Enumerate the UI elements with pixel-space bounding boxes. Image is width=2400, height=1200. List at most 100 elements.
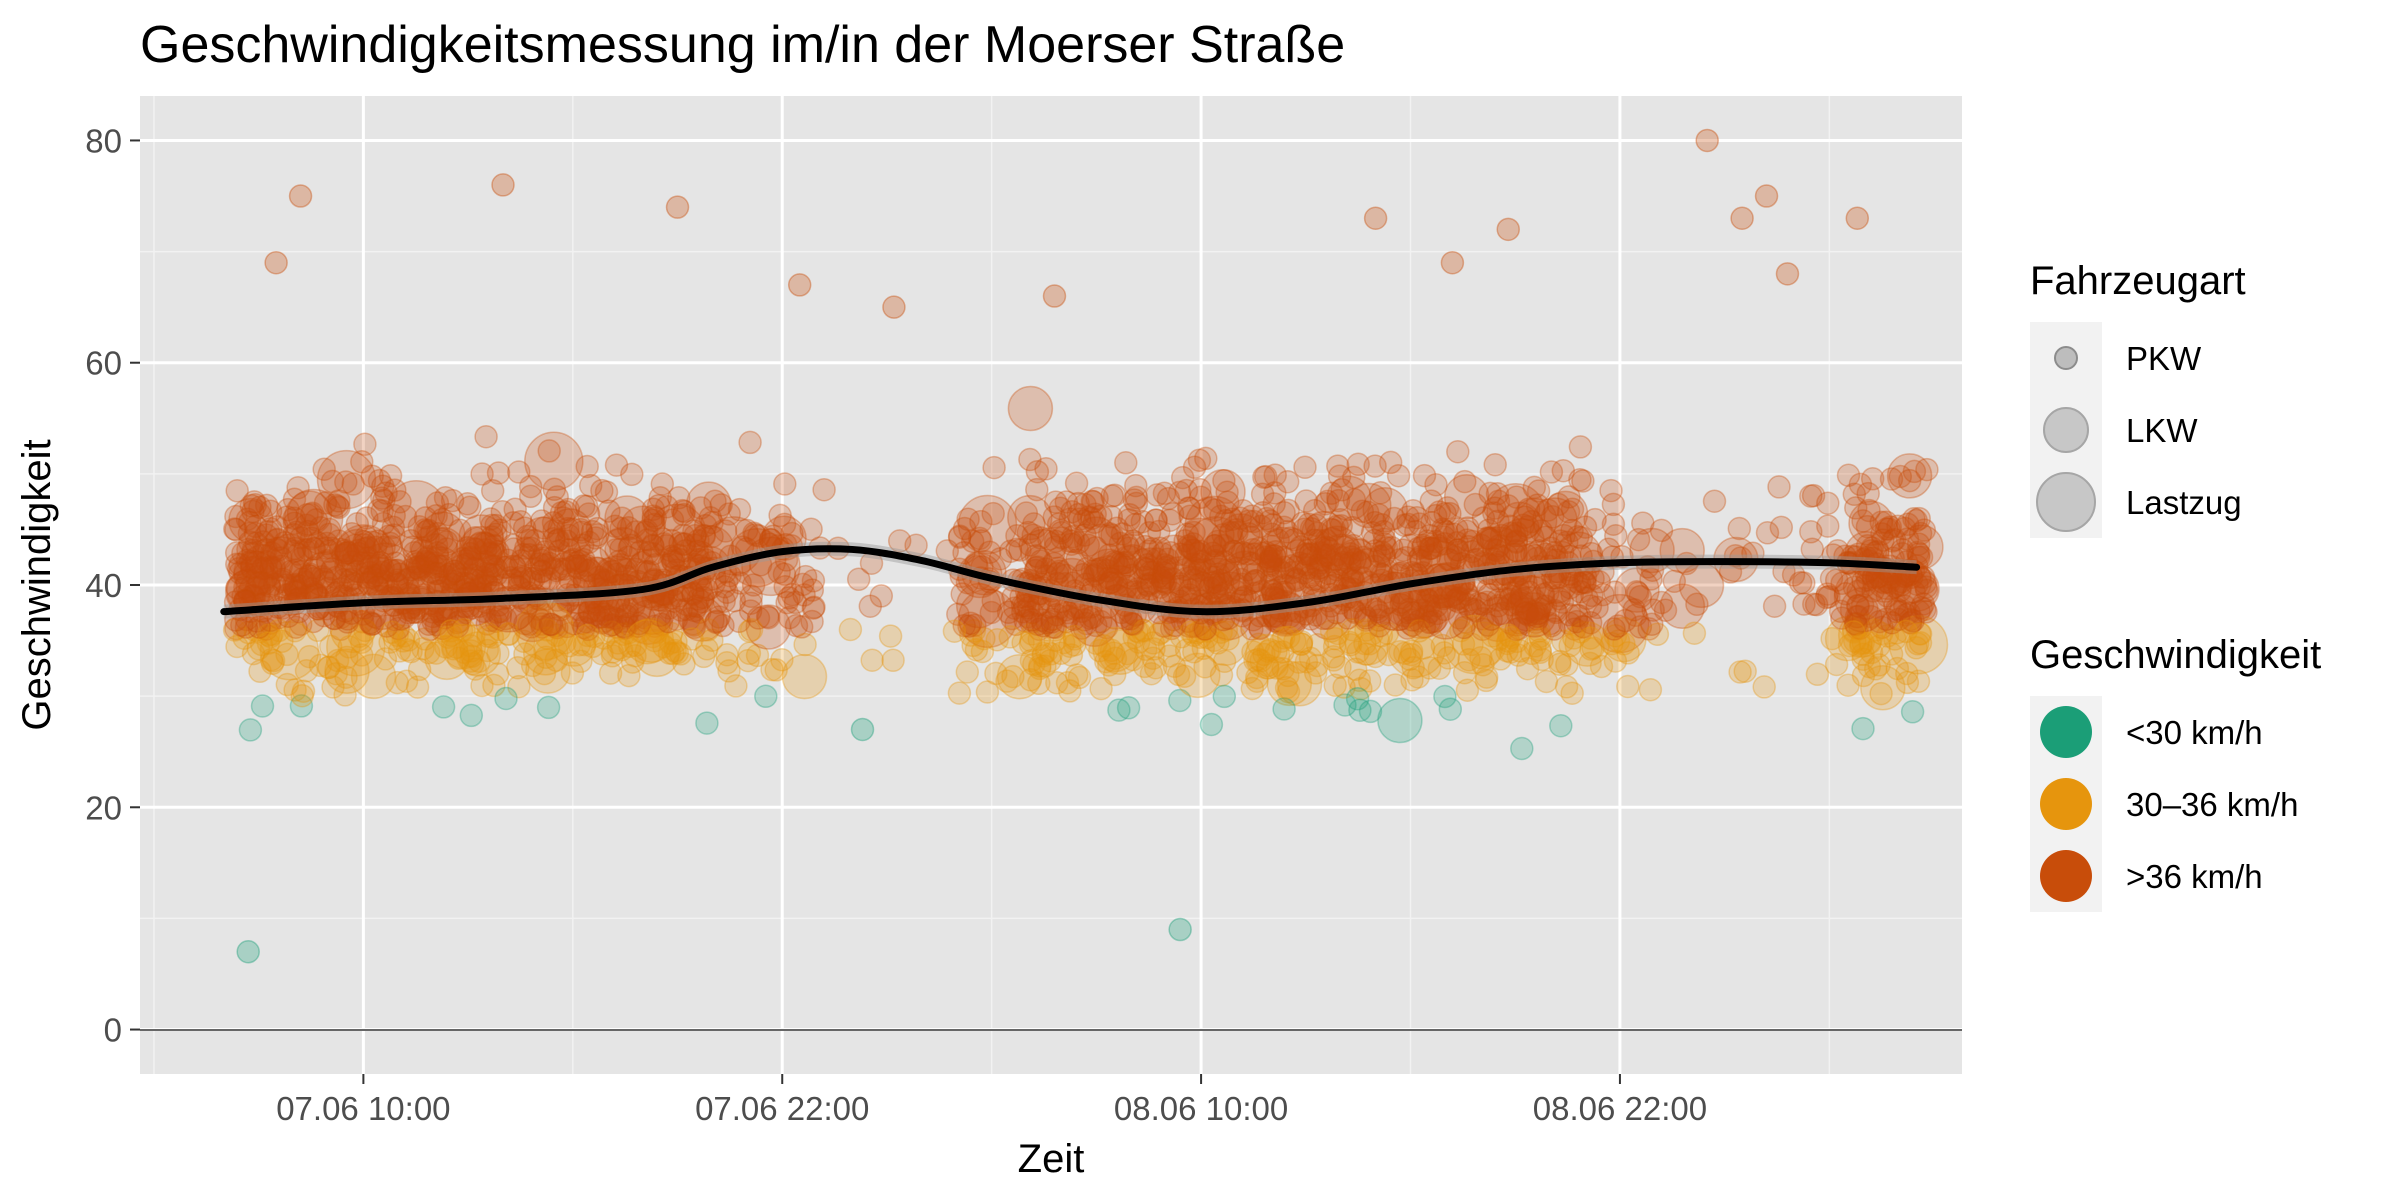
data-point-high	[1487, 534, 1511, 558]
data-point-mid	[975, 680, 1000, 704]
data-point-high	[594, 480, 619, 504]
data-point-high	[1198, 576, 1222, 600]
data-point-high	[481, 554, 506, 578]
data-point-high	[1053, 598, 1078, 622]
data-point-high	[382, 523, 406, 547]
data-point-high	[340, 567, 365, 591]
data-point-mid	[1141, 631, 1166, 655]
data-point-high	[225, 479, 249, 503]
data-point-high	[358, 560, 382, 585]
data-point-outlier	[882, 295, 906, 319]
data-point-mid	[318, 634, 343, 659]
data-point-high	[1343, 600, 1368, 625]
data-point-mid	[1589, 654, 1614, 679]
data-point-high	[1350, 566, 1374, 590]
data-point-high	[668, 531, 692, 555]
data-point-high	[1314, 535, 1339, 559]
data-point-mid	[617, 663, 641, 688]
data-point-high	[1222, 550, 1268, 596]
data-point-high	[413, 518, 437, 542]
data-point-high	[392, 605, 416, 630]
data-point-high	[689, 496, 713, 520]
data-point-high	[1391, 538, 1416, 562]
data-point-high	[360, 464, 384, 488]
data-point-high	[1252, 465, 1276, 489]
data-point-mid	[1298, 646, 1323, 671]
data-point-high	[474, 531, 498, 556]
data-point-high	[641, 534, 665, 559]
data-point-high	[1526, 479, 1551, 503]
data-point-high	[1363, 510, 1387, 535]
data-point-high	[1870, 615, 1894, 640]
data-point-mid	[392, 624, 416, 648]
data-point-high	[969, 509, 993, 534]
data-point-mid	[668, 642, 693, 666]
data-point-mid	[970, 639, 995, 664]
data-point-high	[517, 542, 541, 567]
data-point-high	[320, 469, 345, 494]
data-point-high	[1464, 599, 1489, 623]
data-point-high	[1160, 581, 1185, 605]
data-point-high	[1875, 584, 1900, 608]
data-point-high	[1201, 541, 1225, 566]
data-point-high	[1568, 435, 1593, 459]
data-point-high	[1902, 459, 1927, 484]
data-point-mid	[1616, 674, 1640, 699]
data-point-high	[284, 520, 309, 544]
data-point-high	[597, 499, 621, 523]
data-point-low	[1168, 688, 1192, 713]
data-point-high	[1909, 545, 1934, 569]
data-point-high	[259, 541, 284, 565]
data-point-high	[1792, 571, 1816, 595]
data-point-mid	[283, 678, 307, 702]
data-point-high	[316, 449, 377, 510]
data-point-high	[1628, 584, 1653, 609]
data-point-high	[1005, 524, 1029, 548]
data-point-high	[251, 556, 275, 580]
data-point-high	[1516, 514, 1540, 539]
data-point-high	[1622, 597, 1646, 622]
x-axis: 07.06 10:00 07.06 22:00 08.06 10:00 08.06 2…	[276, 1074, 1707, 1127]
data-point-high	[800, 609, 824, 634]
data-point-mid	[434, 635, 458, 659]
data-point-mid	[290, 683, 314, 708]
data-point-high	[1416, 588, 1441, 613]
data-point-high	[1320, 526, 1345, 551]
data-point-mid	[567, 632, 592, 657]
x-tick-label: 08.06 22:00	[1533, 1090, 1707, 1127]
data-point-high	[1453, 469, 1477, 494]
data-point-high	[226, 568, 272, 615]
data-point-high	[439, 572, 464, 597]
data-point-mid	[1303, 661, 1328, 685]
data-point-high	[500, 568, 525, 592]
data-point-high	[1341, 533, 1366, 558]
data-point-high	[502, 554, 526, 578]
data-point-high	[673, 538, 698, 563]
data-point-high	[1178, 566, 1203, 590]
data-point-mid	[1906, 669, 1931, 694]
data-point-high	[1886, 558, 1933, 605]
data-point-high	[1215, 490, 1240, 515]
data-point-high	[1230, 540, 1255, 565]
data-point-high	[355, 506, 379, 530]
data-point-high	[1313, 492, 1338, 516]
data-point-high	[773, 574, 797, 599]
data-point-high	[1911, 565, 1936, 589]
y-tick-label: 80	[85, 122, 122, 159]
data-point-high	[635, 518, 659, 543]
data-point-high	[768, 503, 792, 528]
data-point-low	[536, 695, 561, 720]
data-point-high	[1378, 450, 1403, 475]
y-tick-label: 20	[85, 789, 122, 826]
data-point-high	[1244, 569, 1268, 593]
data-point-high	[573, 558, 598, 582]
data-point-high	[377, 524, 401, 548]
data-point-high	[801, 596, 826, 620]
data-point-high	[1843, 611, 1868, 636]
data-point-high	[698, 505, 723, 530]
data-point-mid	[582, 624, 606, 649]
data-point-mid	[616, 621, 640, 645]
data-point-high	[272, 530, 297, 555]
data-point-high	[574, 553, 599, 578]
data-point-high	[374, 481, 398, 505]
